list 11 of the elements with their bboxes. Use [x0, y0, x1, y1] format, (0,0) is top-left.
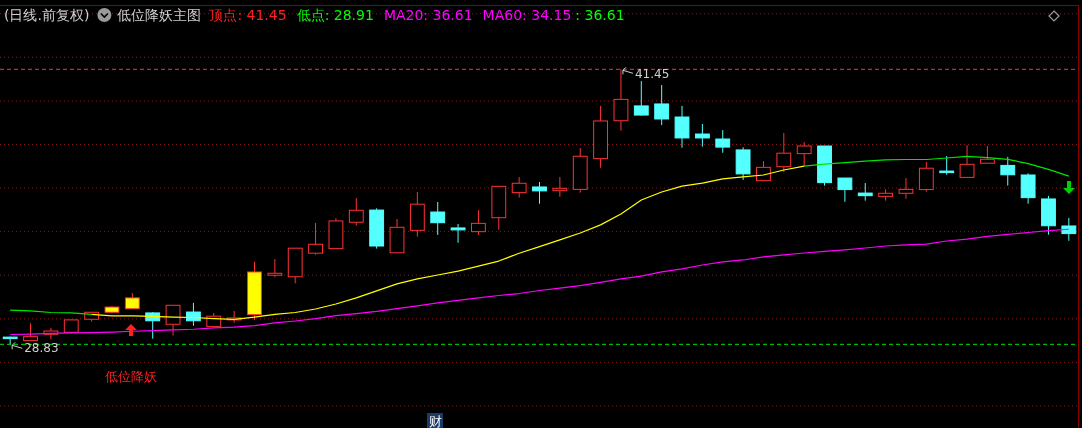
title: (日线.前复权) [4, 7, 90, 23]
annotation: MA20: 36.61 [383, 7, 473, 23]
annotation: : 36.61 [575, 7, 625, 23]
annotation: MA60: 34.15 [482, 7, 572, 23]
annotation: 顶点: 41.45 [209, 7, 287, 23]
annotation: 低点: 28.91 [296, 7, 374, 23]
annotation-text: 41.45 [634, 67, 670, 82]
annotation-text: 财 [428, 414, 442, 428]
annotation-text: 28.83 [24, 341, 59, 356]
subtitle: 低位降妖主图 [117, 7, 202, 23]
annotation: 低位降妖 [105, 369, 157, 384]
